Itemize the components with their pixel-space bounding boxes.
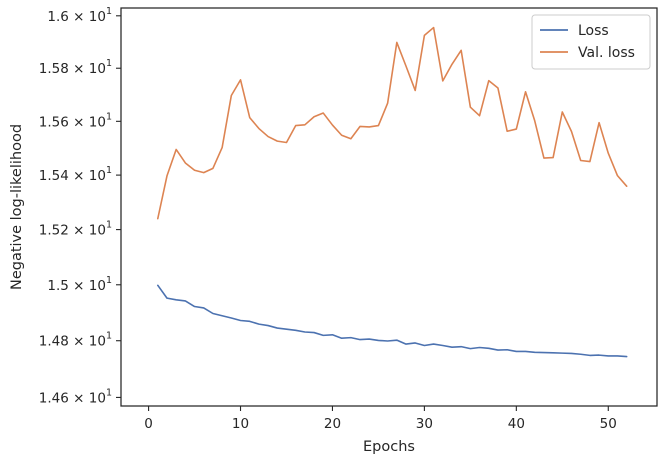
y-tick-exponent: 1 xyxy=(106,111,112,122)
y-tick-mantissa: 1.52 xyxy=(39,223,69,239)
y-tick-times: × xyxy=(69,390,89,406)
x-tick-label: 0 xyxy=(144,416,153,432)
y-tick-base: 10 xyxy=(89,61,106,77)
y-tick-base: 10 xyxy=(89,9,106,25)
y-tick-exponent: 1 xyxy=(106,387,112,398)
y-tick-times: × xyxy=(69,223,89,239)
x-tick-label: 20 xyxy=(324,416,341,432)
y-tick-exponent: 1 xyxy=(106,58,112,69)
y-tick-label: 1.52 × 101 xyxy=(39,220,112,239)
y-tick-label: 1.58 × 101 xyxy=(39,58,112,77)
y-tick-mantissa: 1.46 xyxy=(39,390,69,406)
legend: Loss Val. loss xyxy=(531,14,651,70)
y-tick-mantissa: 1.6 xyxy=(47,9,68,25)
y-tick-times: × xyxy=(69,114,89,130)
y-tick-exponent: 1 xyxy=(106,220,112,231)
y-tick-times: × xyxy=(69,278,89,294)
x-tick-label: 30 xyxy=(416,416,433,432)
y-tick-base: 10 xyxy=(89,278,106,294)
y-tick-label: 1.48 × 101 xyxy=(39,331,112,350)
y-tick-times: × xyxy=(69,9,89,25)
y-tick-exponent: 1 xyxy=(106,275,112,286)
y-tick-times: × xyxy=(69,334,89,350)
x-tick-label: 50 xyxy=(600,416,617,432)
y-tick-label: 1.5 × 101 xyxy=(47,275,112,294)
y-tick-label: 1.6 × 101 xyxy=(47,6,112,25)
x-axis-label: Epochs xyxy=(363,439,415,455)
legend-label: Val. loss xyxy=(578,45,635,61)
y-tick-exponent: 1 xyxy=(106,6,112,17)
legend-box xyxy=(531,14,651,70)
x-axis: 0 10 20 30 40 50 xyxy=(144,406,617,432)
legend-label: Loss xyxy=(578,23,609,39)
y-tick-base: 10 xyxy=(89,223,106,239)
series-line-val-loss xyxy=(156,26,628,220)
y-tick-exponent: 1 xyxy=(106,165,112,176)
y-tick-base: 10 xyxy=(89,334,106,350)
y-tick-times: × xyxy=(69,61,89,77)
plot-lines xyxy=(156,26,628,358)
y-tick-label: 1.54 × 101 xyxy=(39,165,112,184)
series-line-loss xyxy=(156,284,628,358)
y-tick-label: 1.46 × 101 xyxy=(39,387,112,406)
x-tick-label: 10 xyxy=(232,416,249,432)
y-tick-times: × xyxy=(69,168,89,184)
y-axis-label: Negative log-likelihood xyxy=(9,124,25,290)
y-tick-base: 10 xyxy=(89,168,106,184)
y-tick-mantissa: 1.54 xyxy=(39,168,69,184)
y-tick-base: 10 xyxy=(89,114,106,130)
y-tick-exponent: 1 xyxy=(106,331,112,342)
y-tick-mantissa: 1.5 xyxy=(47,278,68,294)
y-tick-mantissa: 1.58 xyxy=(39,61,69,77)
y-tick-base: 10 xyxy=(89,390,106,406)
plot-frame xyxy=(120,7,658,407)
y-tick-label: 1.56 × 101 xyxy=(39,111,112,130)
y-tick-mantissa: 1.56 xyxy=(39,114,69,130)
y-tick-mantissa: 1.48 xyxy=(39,334,69,350)
x-tick-label: 40 xyxy=(508,416,525,432)
